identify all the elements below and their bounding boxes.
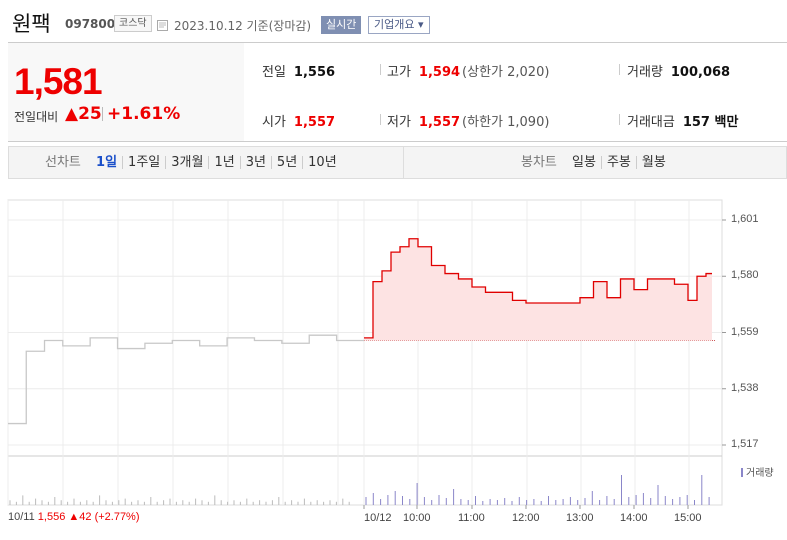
clock-icon bbox=[157, 20, 168, 31]
prev-day-change-percent: (+2.77%) bbox=[94, 511, 140, 523]
company-info-dropdown[interactable]: 기업개요 ▾ bbox=[368, 16, 430, 34]
prev-day-date: 10/11 bbox=[8, 511, 35, 523]
price-change: ▲25 bbox=[65, 104, 102, 124]
x-tick-label: 10/12 bbox=[364, 512, 392, 524]
period-1[interactable]: 1주일 bbox=[122, 156, 165, 169]
divider bbox=[380, 64, 381, 75]
stock-name: 원팩 bbox=[12, 12, 51, 36]
stock-code: 097800 bbox=[65, 17, 116, 31]
divider bbox=[102, 107, 103, 121]
y-tick-label: 1,517 bbox=[731, 438, 759, 450]
open-cell: 시가 1,557 bbox=[262, 111, 335, 130]
period-4[interactable]: 3년 bbox=[239, 156, 271, 169]
prev-day-close: 1,556 bbox=[37, 511, 66, 523]
candle-chart-periods: 봉차트 일봉 주봉 월봉 bbox=[521, 147, 671, 178]
low-value: 1,557 bbox=[418, 115, 461, 130]
plot-frame bbox=[7, 199, 723, 506]
y-tick-label: 1,580 bbox=[731, 269, 759, 282]
volume-legend: 거래량 bbox=[741, 464, 774, 479]
volume-value: 100,068 bbox=[670, 65, 731, 80]
stock-header: 원팩 097800 코스닥 2023.10.12 기준(장마감) 실시간 기업개… bbox=[0, 0, 787, 40]
x-tick-label: 12:00 bbox=[512, 512, 540, 524]
trade-value-label: 거래대금 bbox=[627, 115, 675, 130]
price-area bbox=[364, 238, 712, 341]
high-label: 고가 bbox=[387, 65, 411, 80]
low-label: 저가 bbox=[387, 115, 411, 130]
stats-row: 전일 1,556 고가 1,594 (상한가 2,020) 거래량 100,068 bbox=[244, 43, 787, 93]
low-cell: 저가 1,557 (하한가 1,090) bbox=[387, 111, 549, 130]
realtime-button[interactable]: 실시간 bbox=[321, 16, 362, 34]
open-label: 시가 bbox=[262, 115, 286, 130]
prev-close-label: 전일 bbox=[262, 65, 286, 80]
trade-value-cell: 거래대금 157 백만 bbox=[627, 111, 738, 130]
divider bbox=[619, 114, 620, 125]
candle-period-0[interactable]: 일봉 bbox=[572, 155, 596, 170]
divider bbox=[619, 64, 620, 75]
price-chart: 1,601 1,580 1,559 1,538 1,517 10/12 10:00 11:0… bbox=[0, 180, 787, 540]
prev-close-cell: 전일 1,556 bbox=[262, 61, 335, 80]
high-cell: 고가 1,594 (상한가 2,020) bbox=[387, 61, 549, 80]
y-tick-label: 1,601 bbox=[731, 213, 759, 225]
prev-day-summary: 10/11 1,556 ▲42 (+2.77%) bbox=[8, 511, 140, 523]
y-tick-label: 1,559 bbox=[731, 325, 759, 338]
x-tick-label: 13:00 bbox=[566, 512, 594, 524]
period-2[interactable]: 3개월 bbox=[165, 156, 208, 169]
today-price-line bbox=[364, 238, 712, 339]
current-price: 1,581 bbox=[14, 61, 103, 102]
x-tick-label: 14:00 bbox=[620, 512, 648, 524]
divider bbox=[380, 114, 381, 125]
volume-label: 거래량 bbox=[627, 65, 663, 80]
current-price-panel: 1,581 전일대비 ▲25 +1.61% bbox=[8, 42, 244, 142]
divider bbox=[403, 147, 404, 178]
open-value: 1,557 bbox=[293, 115, 336, 130]
x-tick-label: 10:00 bbox=[403, 512, 431, 524]
chart-period-bar: 선차트 1일 1주일 3개월 1년 3년 5년 10년 봉차트 일봉 주봉 월봉 bbox=[8, 146, 787, 179]
candle-period-2[interactable]: 월봉 bbox=[635, 156, 671, 169]
x-tick-label: 15:00 bbox=[674, 512, 702, 524]
period-3[interactable]: 1년 bbox=[208, 156, 239, 169]
x-tick-label: 11:00 bbox=[458, 512, 485, 524]
upper-limit: (상한가 2,020) bbox=[462, 65, 550, 80]
line-chart bbox=[7, 199, 726, 509]
period-6[interactable]: 10년 bbox=[302, 156, 342, 169]
prev-day-change: ▲42 bbox=[68, 511, 92, 523]
change-label: 전일대비 bbox=[14, 110, 59, 124]
volume-cell: 거래량 100,068 bbox=[627, 61, 730, 80]
trade-value: 157 백만 bbox=[682, 115, 739, 130]
prev-close-value: 1,556 bbox=[293, 65, 336, 80]
base-date: 2023.10.12 기준(장마감) bbox=[174, 19, 312, 33]
price-stats-panel: 전일 1,556 고가 1,594 (상한가 2,020) 거래량 100,068 시가… bbox=[244, 42, 787, 142]
stats-row: 시가 1,557 저가 1,557 (하한가 1,090) 거래대금 157 백만 bbox=[244, 93, 787, 143]
line-chart-label: 선차트 bbox=[45, 155, 81, 170]
y-tick-label: 1,538 bbox=[731, 381, 759, 394]
period-5[interactable]: 5년 bbox=[270, 156, 302, 169]
high-value: 1,594 bbox=[418, 65, 461, 80]
period-0[interactable]: 1일 bbox=[96, 155, 118, 170]
market-badge: 코스닥 bbox=[114, 15, 152, 32]
prev-day-line bbox=[8, 334, 364, 425]
price-change-percent: +1.61% bbox=[107, 104, 181, 124]
lower-limit: (하한가 1,090) bbox=[462, 115, 550, 130]
candle-chart-label: 봉차트 bbox=[521, 155, 557, 170]
line-chart-periods: 선차트 1일 1주일 3개월 1년 3년 5년 10년 bbox=[45, 147, 342, 178]
candle-period-1[interactable]: 주봉 bbox=[600, 156, 636, 169]
